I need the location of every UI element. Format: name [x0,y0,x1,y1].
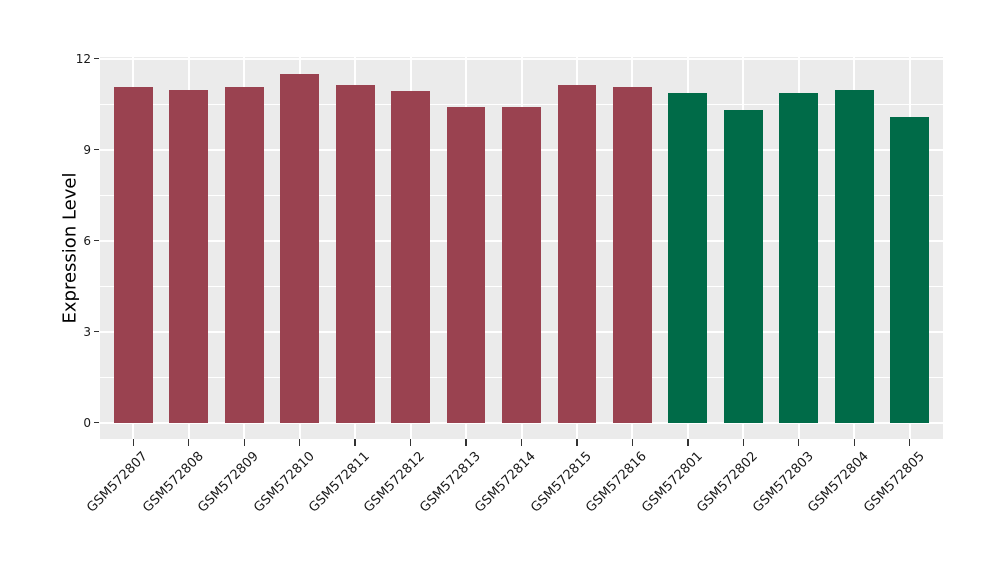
gridline-major [100,421,943,424]
bar [280,74,320,423]
x-tick-mark [409,439,412,446]
gridline-major [100,57,943,60]
x-tick-mark [188,439,190,446]
bar [668,93,708,423]
y-tick-mark [94,149,99,151]
bar [890,116,930,423]
x-tick-mark [576,439,578,446]
y-tick-mark [94,331,99,333]
bar [169,89,209,423]
bar [446,107,486,423]
bar [502,106,541,423]
y-tick-mark [94,58,99,60]
bar [224,86,264,423]
y-tick-label: 3 [83,324,91,339]
y-tick-mark [94,240,99,242]
gridline-minor [100,103,943,105]
x-tick-mark [687,439,689,446]
bar [391,90,430,423]
y-tick-mark [94,422,99,424]
x-tick-mark [243,439,245,446]
bar [723,110,763,423]
bar [613,86,652,423]
x-tick-mark [909,439,911,446]
x-tick-mark [853,439,855,446]
x-tick-mark [132,439,134,446]
bar [779,93,819,423]
y-axis-title: Expression Level [59,172,81,324]
x-tick-mark [631,439,634,446]
bar [557,84,597,423]
plot-panel [100,57,943,439]
x-tick-mark [465,439,467,446]
y-tick-label: 12 [75,51,91,66]
x-tick-mark [520,439,523,446]
bar [834,90,874,423]
y-tick-label: 9 [83,142,91,157]
x-tick-mark [354,439,356,446]
bar [113,86,153,423]
x-tick-mark [299,439,301,446]
y-tick-label: 0 [83,415,91,430]
bar [335,84,375,423]
y-tick-label: 6 [83,233,91,248]
x-tick-mark [798,439,800,446]
x-tick-mark [742,439,744,446]
